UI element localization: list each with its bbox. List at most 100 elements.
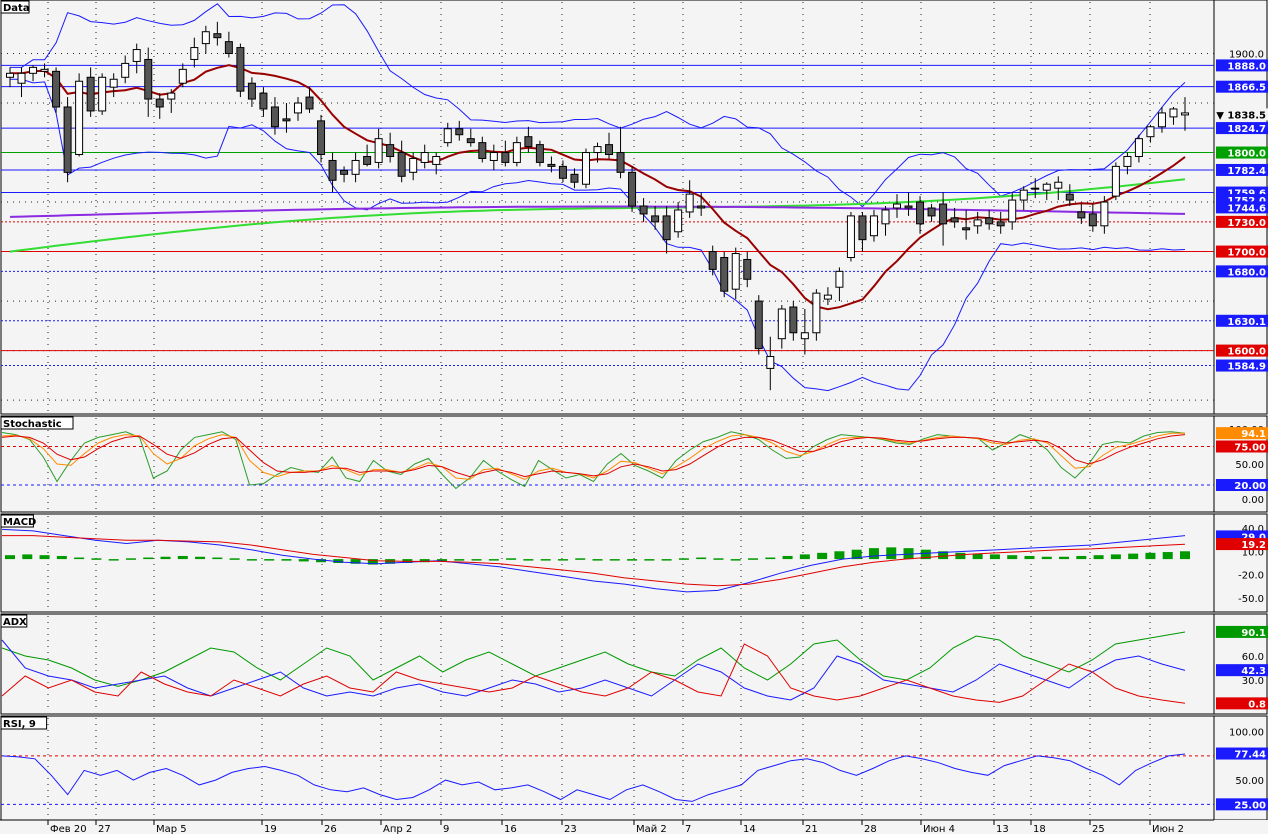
value-badge: 42.3 xyxy=(1241,666,1266,677)
level-badge: 1800.0 xyxy=(1227,149,1266,160)
candle xyxy=(916,201,925,225)
tick-label: 100.00 xyxy=(1229,728,1264,739)
date-tick-label: 18 xyxy=(1033,824,1046,834)
panel-3 xyxy=(0,613,1268,715)
tick-label: -50.0 xyxy=(1238,594,1264,605)
histogram-bar xyxy=(436,559,447,562)
candle xyxy=(547,163,556,167)
candle xyxy=(144,58,153,100)
level-badge: 1600.0 xyxy=(1227,347,1266,358)
histogram-bar xyxy=(1059,556,1070,560)
histogram-bar xyxy=(1180,551,1190,560)
value-badge: 75.00 xyxy=(1234,443,1266,454)
tick-label: 50.00 xyxy=(1235,460,1264,471)
candle xyxy=(628,171,637,207)
candle xyxy=(685,193,694,213)
value-badge-bg xyxy=(1216,538,1268,551)
candle xyxy=(1065,193,1074,201)
candle xyxy=(1169,108,1178,118)
candle xyxy=(409,157,418,173)
tick-label: -20.0 xyxy=(1238,571,1264,582)
candle xyxy=(1042,183,1051,191)
candle xyxy=(63,106,72,173)
candle xyxy=(224,41,233,55)
candle xyxy=(939,203,948,225)
candle xyxy=(524,136,533,148)
histogram-bar xyxy=(1041,556,1052,560)
date-tick-label: 21 xyxy=(805,824,818,834)
histogram-bar xyxy=(938,551,949,560)
candle xyxy=(478,142,487,159)
ma-green xyxy=(9,178,1186,253)
histogram-bar xyxy=(748,558,759,560)
candle xyxy=(789,306,798,334)
value-badge-bg xyxy=(1216,697,1268,710)
value-badge: 0.8 xyxy=(1248,699,1266,710)
level-badge: 1866.5 xyxy=(1227,83,1266,94)
candle xyxy=(1100,201,1109,227)
candle xyxy=(720,257,729,292)
histogram-bar xyxy=(592,559,603,561)
level-badge: 1630.1 xyxy=(1227,317,1266,328)
histogram-bar xyxy=(39,555,50,560)
panel-frame xyxy=(0,715,1215,821)
date-tick-label: 19 xyxy=(264,824,277,834)
histogram-bar xyxy=(108,559,119,561)
tick-label: 40.0 xyxy=(1242,524,1264,535)
candle xyxy=(697,205,706,209)
candle xyxy=(167,92,176,100)
date-tick-label: 9 xyxy=(443,824,449,834)
level-badge: 1730.0 xyxy=(1227,218,1266,229)
date-tick-label: 7 xyxy=(685,824,691,834)
histogram-bar xyxy=(281,559,292,561)
candle xyxy=(1077,211,1086,219)
histogram-bar xyxy=(488,559,499,561)
candle xyxy=(893,203,902,209)
level-badge-bg xyxy=(1216,314,1268,327)
histogram-bar xyxy=(5,555,15,560)
value-badge-bg xyxy=(1216,664,1268,677)
candle xyxy=(593,146,602,154)
candle xyxy=(605,144,614,156)
candle xyxy=(155,98,164,108)
date-axis: Фев 20 27 Мар 5 19 26 Апр 2 9 16 23 Май 2 7 14 21 28 И… xyxy=(0,819,1268,834)
level-badge-bg xyxy=(1216,265,1268,278)
candle xyxy=(1181,112,1189,116)
histogram-bar xyxy=(125,558,136,560)
candle xyxy=(1111,165,1120,197)
histogram-bar xyxy=(246,559,257,561)
candle xyxy=(363,155,372,165)
level-badge-bg xyxy=(1216,163,1268,176)
candle xyxy=(432,155,441,165)
panel-title: Data xyxy=(3,3,30,14)
indicator-4: RSI, 9 100.00 50.00 77.44 25.00 xyxy=(0,716,1268,811)
candle xyxy=(132,49,141,62)
value-badge: 25.00 xyxy=(1234,800,1266,811)
histogram-bar xyxy=(1007,555,1018,560)
level-badge-bg xyxy=(1216,344,1268,357)
panel-frame xyxy=(0,613,1215,715)
candle xyxy=(835,270,844,288)
candle xyxy=(386,144,395,157)
panel-title-bg xyxy=(0,716,48,730)
date-tick-label: Апр 2 xyxy=(383,824,412,834)
series-line xyxy=(1,753,1186,802)
date-tick-label: 26 xyxy=(324,824,337,834)
candle xyxy=(1123,155,1132,167)
candle xyxy=(1031,187,1040,190)
tick-label: 0.00 xyxy=(1242,495,1264,506)
candle xyxy=(420,152,429,163)
level-badge-bg xyxy=(1216,359,1268,372)
value-badge-bg xyxy=(1216,747,1268,760)
panel-title: ADX xyxy=(3,617,27,628)
value-badge: 94.1 xyxy=(1241,429,1266,440)
series-line xyxy=(2,535,1186,587)
candle xyxy=(247,82,256,100)
series-line xyxy=(1,432,1185,480)
histogram-bar xyxy=(1093,555,1104,560)
level-badge-bg xyxy=(1216,245,1268,258)
panel-title: Stochastic xyxy=(3,419,62,430)
series-line xyxy=(1,528,1186,593)
